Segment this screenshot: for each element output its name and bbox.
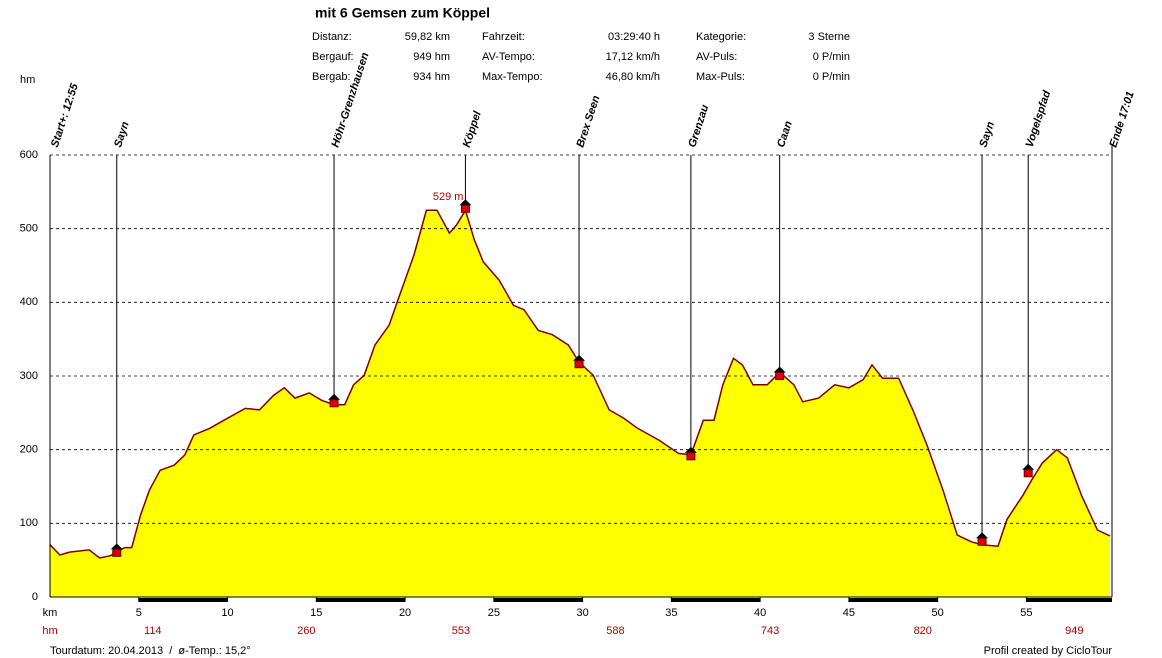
marker-body: [460, 204, 470, 213]
stat-value: 46,80 km/h: [606, 71, 660, 83]
scale-bar: [848, 598, 938, 602]
waypoint-marker: [328, 393, 341, 408]
waypoint-marker: [773, 366, 786, 381]
scale-bar: [1026, 598, 1112, 602]
waypoint-label: Brex Seen: [574, 94, 602, 149]
marker-roof: [773, 366, 786, 373]
x-tick-label: 30: [576, 607, 588, 619]
footer-right: Profil created by CicloTour: [984, 645, 1113, 657]
stat-label: AV-Puls:: [696, 51, 737, 63]
stat-value: 934 hm: [413, 71, 450, 83]
waypoint-marker: [684, 446, 697, 461]
stat-value: 03:29:40 h: [608, 31, 660, 43]
x-tick-label: 40: [754, 607, 766, 619]
x-tick-label: 50: [932, 607, 944, 619]
waypoint-marker: [1022, 463, 1035, 478]
y-tick-label: 500: [20, 223, 38, 235]
marker-body: [1023, 469, 1033, 478]
chart-title: mit 6 Gemsen zum Köppel: [315, 5, 490, 21]
waypoint-label: Start+: 12:55: [49, 81, 81, 149]
stat-label: Distanz:: [312, 31, 352, 43]
waypoint-label: Grenzau: [686, 103, 711, 149]
x-tick-label: 25: [488, 607, 500, 619]
stat-value: 0 P/min: [813, 51, 850, 63]
climb-value: 743: [761, 625, 779, 637]
stat-label: Max-Tempo:: [482, 71, 543, 83]
waypoint-marker: [976, 532, 989, 546]
waypoint-label: Köppel: [461, 109, 484, 149]
waypoint-marker: [573, 354, 586, 369]
x-axis-label: km: [43, 607, 58, 619]
marker-roof: [1022, 463, 1035, 470]
waypoint-label: Caan: [775, 119, 795, 149]
y-tick-label: 600: [20, 149, 38, 161]
waypoint-label: Sayn: [112, 120, 132, 149]
climb-value: 949: [1065, 625, 1083, 637]
climb-value: 588: [606, 625, 624, 637]
waypoint-marker: [459, 199, 472, 213]
x-tick-label: 10: [221, 607, 233, 619]
y-tick-label: 300: [20, 370, 38, 382]
marker-roof: [684, 446, 697, 453]
y-tick-label: 0: [32, 591, 38, 603]
waypoint-label: Vogelspfad: [1024, 89, 1054, 149]
scale-bar: [493, 598, 583, 602]
x-tick-label: 55: [1020, 607, 1032, 619]
marker-body: [112, 548, 122, 557]
climb-value: 114: [144, 625, 162, 637]
stat-value: 59,82 km: [405, 31, 450, 43]
climb-label: hm: [42, 625, 57, 637]
marker-roof: [110, 543, 123, 550]
y-axis-label: hm: [20, 74, 35, 86]
footer-left: Tourdatum: 20.04.2013 / ø-Temp.: 15,2°: [50, 645, 251, 657]
stat-value: 0 P/min: [813, 71, 850, 83]
waypoint-label: Ende 17:01: [1107, 90, 1136, 149]
stat-label: Max-Puls:: [696, 71, 745, 83]
marker-roof: [573, 354, 586, 361]
scale-bar: [138, 598, 228, 602]
climb-value: 820: [914, 625, 932, 637]
marker-roof: [459, 199, 472, 206]
y-tick-label: 200: [20, 444, 38, 456]
marker-body: [977, 537, 987, 546]
stat-value: 17,12 km/h: [606, 51, 660, 63]
waypoint-value-label: 529 m: [433, 191, 464, 203]
scale-bar: [671, 598, 761, 602]
marker-body: [775, 372, 785, 381]
waypoint-marker: [110, 543, 123, 557]
climb-value: 260: [297, 625, 315, 637]
stat-label: Kategorie:: [696, 31, 746, 43]
y-tick-label: 400: [20, 296, 38, 308]
stat-value: 949 hm: [413, 51, 450, 63]
marker-body: [329, 399, 339, 408]
marker-roof: [976, 532, 989, 539]
y-tick-label: 100: [20, 517, 38, 529]
marker-body: [574, 360, 584, 369]
x-tick-label: 15: [310, 607, 322, 619]
stat-label: Bergab:: [312, 71, 351, 83]
profile-line: [49, 208, 1111, 559]
marker-body: [686, 452, 696, 461]
x-tick-label: 45: [843, 607, 855, 619]
x-tick-label: 35: [665, 607, 677, 619]
x-tick-label: 20: [399, 607, 411, 619]
waypoint-label: Höhr-Grenzhausen: [329, 51, 371, 149]
x-tick-label: 5: [136, 607, 142, 619]
waypoint-label: Sayn: [977, 120, 997, 149]
stat-value: 3 Sterne: [808, 31, 850, 43]
marker-roof: [328, 393, 341, 400]
stat-label: Fahrzeit:: [482, 31, 525, 43]
stat-label: Bergauf:: [312, 51, 354, 63]
climb-value: 553: [452, 625, 470, 637]
stat-label: AV-Tempo:: [482, 51, 535, 63]
area: [50, 210, 1110, 598]
scale-bar: [316, 598, 406, 602]
